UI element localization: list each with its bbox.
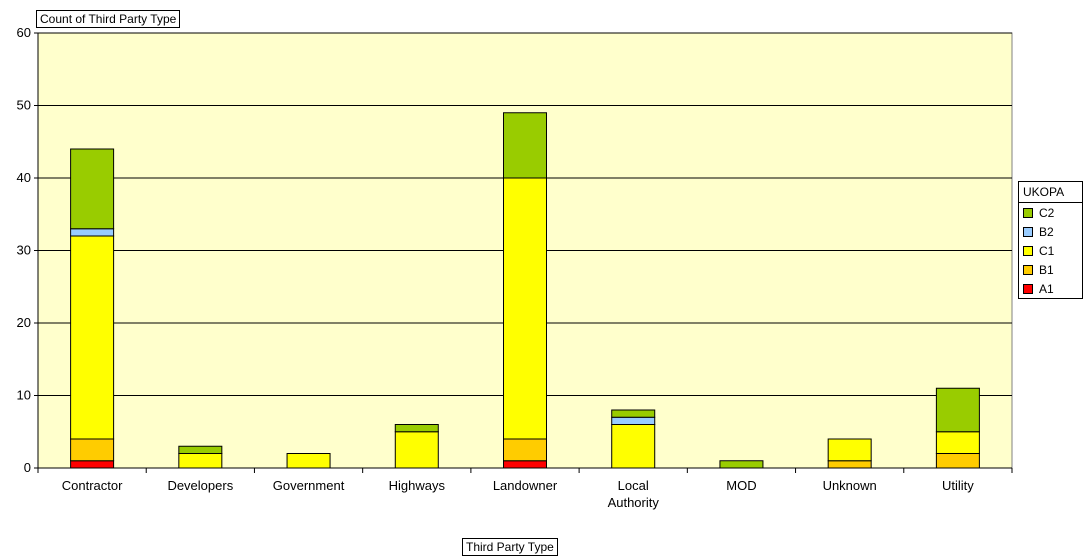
legend-item: B2 <box>1019 222 1082 241</box>
bar-segment <box>935 453 980 469</box>
bar-segment <box>70 460 115 469</box>
x-tick-label: Local Authority <box>608 478 660 510</box>
y-tick-label: 20 <box>17 315 31 330</box>
y-tick-label: 30 <box>17 243 31 258</box>
bar-segment <box>719 460 764 469</box>
y-tick-label: 60 <box>17 25 31 40</box>
bar-segment <box>178 453 223 469</box>
bar-segment <box>611 424 656 469</box>
bar-segment <box>70 438 115 462</box>
x-tick-label: Developers <box>167 478 233 493</box>
x-tick-label: MOD <box>726 478 756 493</box>
bar-segment <box>70 235 115 440</box>
legend-item: C2 <box>1019 203 1082 222</box>
y-tick-label: 10 <box>17 388 31 403</box>
y-tick-label: 0 <box>24 460 31 475</box>
x-tick-label: Government <box>273 478 345 493</box>
bar-segment <box>286 453 331 469</box>
bar-segment <box>503 112 547 179</box>
bar-segment <box>178 445 223 454</box>
bar-segment <box>394 424 439 433</box>
x-tick-label: Contractor <box>62 478 123 493</box>
legend-title: UKOPA <box>1019 182 1082 203</box>
bar-segment <box>503 438 547 462</box>
x-tick-label: Highways <box>389 478 446 493</box>
bar-segment <box>827 460 872 469</box>
y-tick-label: 50 <box>17 98 31 113</box>
bar-segment <box>70 148 115 230</box>
legend-item: A1 <box>1019 279 1082 298</box>
legend-item: B1 <box>1019 260 1082 279</box>
x-tick-label: Landowner <box>493 478 558 493</box>
legend-swatch <box>1023 226 1033 237</box>
legend: UKOPA C2 B2 C1 B1 A1 <box>1018 181 1083 299</box>
bar-segment <box>935 431 980 454</box>
legend-swatch <box>1023 245 1033 256</box>
axis-field-button[interactable]: Third Party Type <box>462 538 558 556</box>
legend-label: C2 <box>1039 205 1055 220</box>
legend-item: C1 <box>1019 241 1082 260</box>
x-tick-label: Utility <box>942 478 974 493</box>
bar-segment <box>503 177 547 440</box>
bar-segment <box>394 431 439 469</box>
legend-label: C1 <box>1039 243 1055 258</box>
bar-segment <box>611 409 656 418</box>
legend-swatch <box>1023 264 1033 275</box>
bar-segment <box>827 438 872 462</box>
legend-label: A1 <box>1039 281 1054 296</box>
bar-segment <box>935 387 980 433</box>
x-tick-label: Unknown <box>823 478 877 493</box>
bar-segment <box>503 460 547 469</box>
legend-swatch <box>1023 283 1033 294</box>
bar-segment <box>70 228 115 237</box>
legend-swatch <box>1023 207 1033 218</box>
bar-segment <box>611 416 656 425</box>
data-field-button[interactable]: Count of Third Party Type <box>36 10 181 28</box>
y-tick-label: 40 <box>17 170 31 185</box>
legend-label: B2 <box>1039 224 1054 239</box>
legend-label: B1 <box>1039 262 1054 277</box>
